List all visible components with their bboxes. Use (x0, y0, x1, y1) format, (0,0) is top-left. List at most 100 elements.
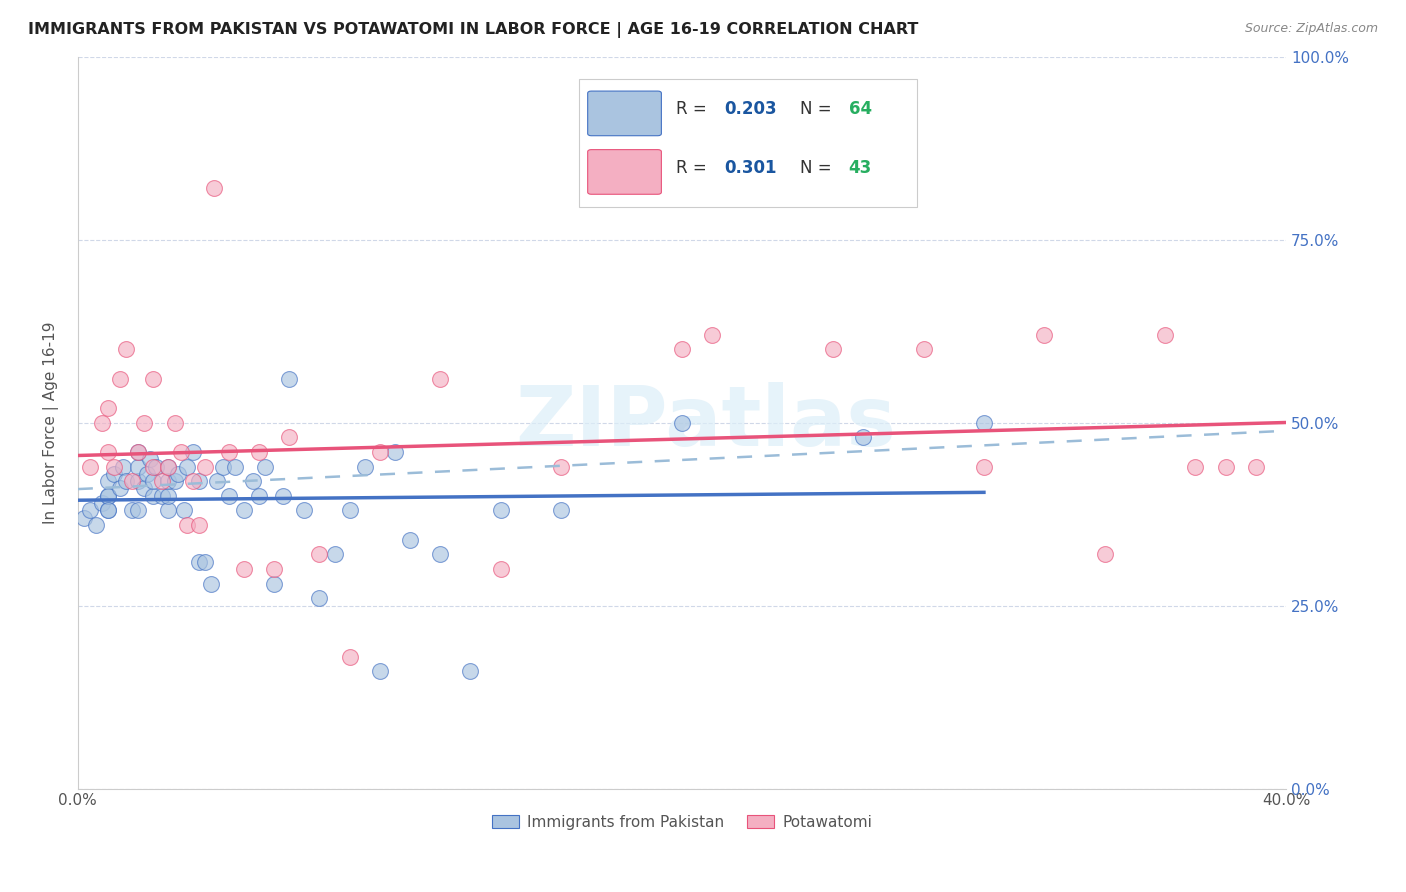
Point (429, 547, 451, 561)
Text: 0.203: 0.203 (724, 101, 778, 119)
Text: N =: N = (800, 159, 837, 177)
Point (700, 327, 723, 342)
Point (194, 459, 217, 474)
Point (308, 547, 330, 561)
Point (134, 482, 156, 496)
Point (142, 372, 165, 386)
Point (368, 445, 391, 459)
Text: 0.301: 0.301 (724, 159, 776, 177)
Point (142, 474, 165, 488)
Point (821, 343, 844, 357)
Point (127, 474, 149, 488)
Point (368, 665, 391, 679)
Point (157, 474, 180, 488)
Point (163, 416, 186, 430)
Point (1033, 327, 1056, 342)
Point (139, 452, 162, 467)
Point (852, 430, 875, 444)
Point (224, 459, 246, 474)
Point (108, 482, 131, 496)
Point (187, 518, 209, 533)
Point (84, 518, 107, 533)
Point (550, 459, 572, 474)
Point (163, 474, 186, 488)
Text: R =: R = (676, 101, 711, 119)
Text: R =: R = (676, 159, 711, 177)
Point (97, 489, 120, 503)
Point (97, 503, 120, 517)
Point (145, 459, 167, 474)
Point (384, 445, 406, 459)
Point (166, 467, 188, 481)
Point (399, 533, 422, 547)
Point (157, 459, 180, 474)
Point (429, 372, 451, 386)
Point (218, 445, 240, 459)
Text: IMMIGRANTS FROM PAKISTAN VS POTAWATOMI IN LABOR FORCE | AGE 16-19 CORRELATION CH: IMMIGRANTS FROM PAKISTAN VS POTAWATOMI I… (28, 22, 918, 38)
Point (176, 459, 198, 474)
Point (127, 503, 149, 517)
Point (181, 474, 204, 488)
Point (97, 401, 120, 415)
FancyBboxPatch shape (588, 91, 661, 136)
Point (489, 562, 512, 576)
Point (973, 416, 995, 430)
Point (176, 518, 198, 533)
Text: Source: ZipAtlas.com: Source: ZipAtlas.com (1244, 22, 1378, 36)
Point (134, 416, 156, 430)
Point (254, 459, 277, 474)
Point (1244, 459, 1267, 474)
Point (1184, 459, 1206, 474)
Point (263, 562, 285, 576)
Point (292, 503, 315, 517)
Text: 43: 43 (849, 159, 872, 177)
Point (460, 665, 482, 679)
Point (278, 372, 301, 386)
Y-axis label: In Labor Force | Age 16-19: In Labor Force | Age 16-19 (44, 321, 59, 524)
Point (233, 562, 256, 576)
Point (127, 445, 149, 459)
Point (194, 555, 217, 569)
Point (136, 467, 159, 481)
Point (79, 459, 101, 474)
Point (489, 503, 512, 517)
Point (205, 474, 228, 488)
Point (218, 489, 240, 503)
Point (353, 459, 375, 474)
Point (142, 489, 165, 503)
Point (103, 467, 125, 481)
Point (91, 416, 114, 430)
Point (152, 489, 174, 503)
Point (1094, 547, 1116, 561)
Point (973, 459, 995, 474)
Point (323, 547, 346, 561)
Point (127, 445, 149, 459)
Point (233, 503, 256, 517)
Legend: Immigrants from Pakistan, Potawatomi: Immigrants from Pakistan, Potawatomi (485, 808, 879, 836)
Point (202, 181, 225, 195)
Point (112, 459, 135, 474)
Point (278, 430, 301, 444)
Point (121, 474, 143, 488)
Point (339, 503, 361, 517)
Point (97, 474, 120, 488)
Point (97, 445, 120, 459)
Point (263, 576, 285, 591)
FancyBboxPatch shape (588, 150, 661, 194)
Point (103, 459, 125, 474)
Point (157, 503, 180, 517)
Point (247, 489, 270, 503)
Point (142, 459, 165, 474)
Point (97, 503, 120, 517)
Point (115, 474, 138, 488)
Point (550, 503, 572, 517)
Point (73, 510, 96, 524)
Point (108, 372, 131, 386)
Point (671, 416, 693, 430)
Point (97, 489, 120, 503)
Point (187, 555, 209, 569)
Point (1154, 327, 1177, 342)
Point (211, 459, 233, 474)
FancyBboxPatch shape (579, 78, 918, 207)
Text: ZIPatlas: ZIPatlas (516, 382, 897, 463)
